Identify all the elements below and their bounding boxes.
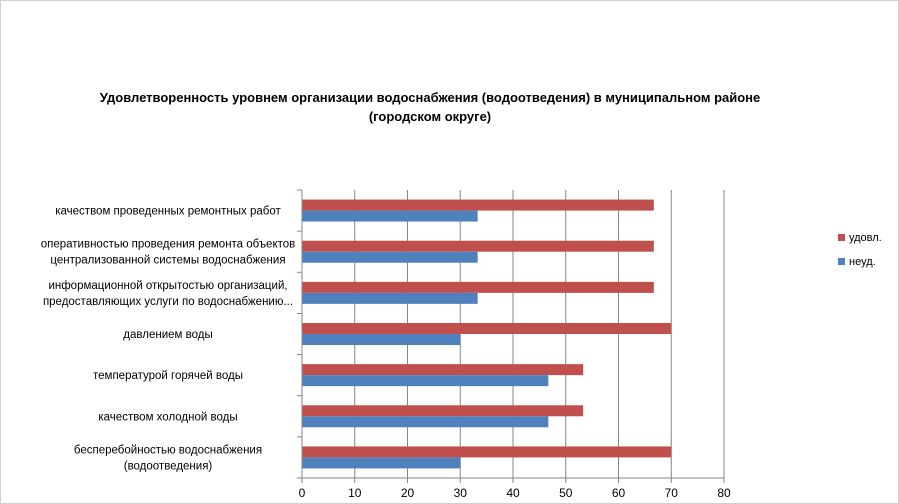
category-label-0: качеством проведенных ремонтных работ [55, 206, 281, 218]
bar-удовл.-2 [302, 281, 654, 293]
category-label-5: качеством холодной воды [98, 411, 237, 423]
x-tick-label-4: 40 [506, 486, 520, 500]
bar-удовл.-0 [302, 199, 654, 211]
category-label-4: температурой горячей воды [93, 370, 243, 382]
bar-удовл.-3 [302, 323, 672, 334]
bar-неуд.-2 [302, 292, 478, 304]
category-label-1: оперативностью проведения ремонта объект… [41, 239, 296, 267]
x-tick-label-3: 30 [454, 486, 468, 500]
legend-swatch-удовл. [838, 234, 845, 241]
x-tick-label-0: 0 [299, 486, 306, 500]
x-tick-label-2: 20 [401, 486, 415, 500]
bar-неуд.-4 [302, 375, 549, 387]
bar-удовл.-5 [302, 405, 584, 417]
legend-label-удовл.: удовл. [849, 232, 882, 244]
chart-title-line-2: (городском округе) [368, 109, 492, 124]
x-tick-label-6: 60 [612, 486, 626, 500]
chart-title-line-1: Удовлетворенность уровнем организации во… [99, 90, 761, 105]
category-label-2: информационной открытостью организаций, п… [43, 280, 293, 308]
category-label-3: давлением воды [123, 329, 212, 341]
category-label-6: бесперебойностью водоснабжения (водоотвед… [74, 444, 262, 472]
legend-label-неуд.: неуд. [849, 256, 876, 268]
x-tick-label-1: 10 [348, 486, 362, 500]
x-tick-label-7: 70 [665, 486, 679, 500]
bar-неуд.-6 [302, 457, 461, 469]
bar-неуд.-5 [302, 416, 549, 428]
bar-неуд.-1 [302, 251, 478, 263]
bar-неуд.-3 [302, 334, 461, 345]
chart-title: Удовлетворенность уровнем организации во… [60, 88, 800, 126]
bar-удовл.-1 [302, 240, 654, 252]
bar-удовл.-6 [302, 446, 672, 458]
bar-неуд.-0 [302, 210, 478, 222]
legend-swatch-неуд. [838, 258, 845, 265]
x-tick-label-5: 50 [559, 486, 573, 500]
bar-удовл.-4 [302, 364, 584, 376]
x-tick-label-8: 80 [717, 486, 731, 500]
